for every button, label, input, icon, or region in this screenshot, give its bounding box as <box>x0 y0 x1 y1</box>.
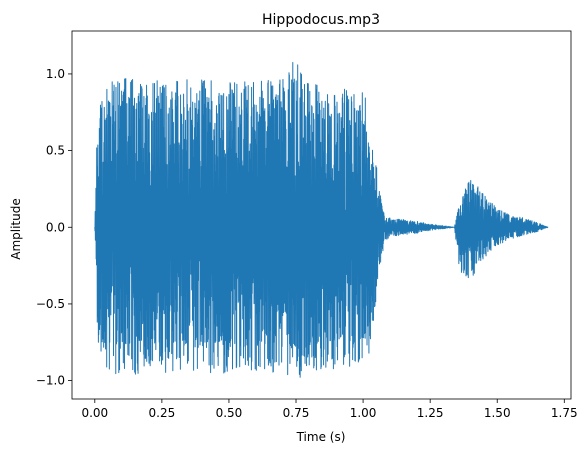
y-tick-label: 0.0 <box>46 220 65 234</box>
x-tick-label: 1.00 <box>350 406 377 420</box>
x-tick-label: 0.25 <box>149 406 176 420</box>
series-layer <box>94 62 549 378</box>
waveform-series-line <box>94 62 549 378</box>
y-axis-ticks: −1.0 −0.5 0.0 0.5 1.0 <box>36 67 72 388</box>
x-tick-label: 0.50 <box>216 406 243 420</box>
x-tick-label: 1.75 <box>551 406 578 420</box>
x-tick-label: 0.75 <box>283 406 310 420</box>
x-axis-ticks: 0.00 0.25 0.50 0.75 1.00 1.25 1.50 1.75 <box>81 399 578 420</box>
y-tick-label: −0.5 <box>36 297 65 311</box>
x-axis-label: Time (s) <box>296 430 346 444</box>
y-tick-label: 1.0 <box>46 67 65 81</box>
y-tick-label: 0.5 <box>46 144 65 158</box>
plot-area: 0.00 0.25 0.50 0.75 1.00 1.25 1.50 1.75 −1.0 −0.… <box>36 30 578 420</box>
x-tick-label: 1.25 <box>417 406 444 420</box>
x-tick-label: 0.00 <box>81 406 108 420</box>
y-axis-label: Amplitude <box>9 198 23 260</box>
y-tick-label: −1.0 <box>36 374 65 388</box>
chart-title: Hippodocus.mp3 <box>262 12 380 28</box>
x-tick-label: 1.50 <box>484 406 511 420</box>
axes-frame <box>71 30 572 400</box>
